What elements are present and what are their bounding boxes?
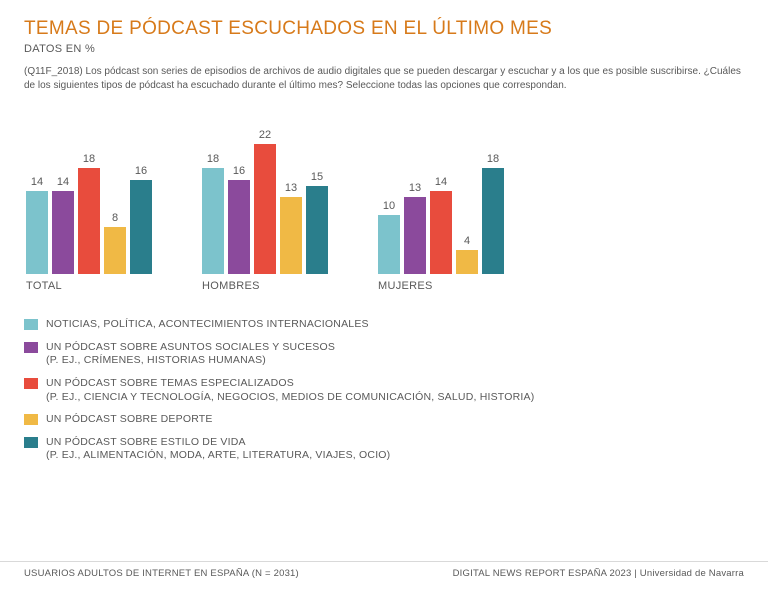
group-label: HOMBRES <box>202 280 328 292</box>
bar-value-label: 22 <box>259 129 271 141</box>
bar-wrap: 22 <box>254 114 276 274</box>
bar-wrap: 13 <box>404 114 426 274</box>
bar <box>52 191 74 274</box>
bar-value-label: 14 <box>57 176 69 188</box>
legend-swatch <box>24 378 38 389</box>
bar <box>456 250 478 274</box>
legend-label: UN PÓDCAST SOBRE DEPORTE <box>46 413 213 427</box>
bar-wrap: 14 <box>52 114 74 274</box>
bar <box>130 180 152 274</box>
group-label: MUJERES <box>378 280 504 292</box>
footer: USUARIOS ADULTOS DE INTERNET EN ESPAÑA (… <box>0 561 768 579</box>
legend-label: UN PÓDCAST SOBRE ESTILO DE VIDA (P. EJ.,… <box>46 436 390 463</box>
bar-value-label: 18 <box>83 153 95 165</box>
legend-item: UN PÓDCAST SOBRE TEMAS ESPECIALIZADOS (P… <box>24 377 744 404</box>
bar-wrap: 15 <box>306 114 328 274</box>
footer-left: USUARIOS ADULTOS DE INTERNET EN ESPAÑA (… <box>24 568 299 579</box>
bar-value-label: 16 <box>135 165 147 177</box>
bar-wrap: 18 <box>482 114 504 274</box>
bar-wrap: 18 <box>202 114 224 274</box>
bar-value-label: 4 <box>464 235 470 247</box>
bar-wrap: 16 <box>130 114 152 274</box>
bar-wrap: 10 <box>378 114 400 274</box>
legend-label: UN PÓDCAST SOBRE TEMAS ESPECIALIZADOS (P… <box>46 377 534 404</box>
bar <box>78 168 100 274</box>
legend-label: NOTICIAS, POLÍTICA, ACONTECIMIENTOS INTE… <box>46 318 369 332</box>
bar <box>378 215 400 274</box>
legend-swatch <box>24 319 38 330</box>
bar-wrap: 14 <box>26 114 48 274</box>
bar <box>26 191 48 274</box>
bar-wrap: 16 <box>228 114 250 274</box>
bar-value-label: 14 <box>31 176 43 188</box>
bar <box>202 168 224 274</box>
footer-right: DIGITAL NEWS REPORT ESPAÑA 2023 | Univer… <box>453 568 744 579</box>
legend-item: UN PÓDCAST SOBRE ESTILO DE VIDA (P. EJ.,… <box>24 436 744 463</box>
bar-value-label: 15 <box>311 171 323 183</box>
bar-value-label: 18 <box>487 153 499 165</box>
bar-wrap: 4 <box>456 114 478 274</box>
bar-value-label: 18 <box>207 153 219 165</box>
legend-swatch <box>24 342 38 353</box>
bar-wrap: 13 <box>280 114 302 274</box>
legend: NOTICIAS, POLÍTICA, ACONTECIMIENTOS INTE… <box>24 318 744 463</box>
bar-wrap: 18 <box>78 114 100 274</box>
bar-chart: 14 14 18 8 16 18 16 22 13 15 10 13 14 4 18 <box>24 114 744 274</box>
group-label: TOTAL <box>26 280 152 292</box>
legend-swatch <box>24 414 38 425</box>
legend-item: UN PÓDCAST SOBRE DEPORTE <box>24 413 744 427</box>
bar <box>430 191 452 274</box>
bar <box>228 180 250 274</box>
bar <box>254 144 276 274</box>
bar <box>404 197 426 274</box>
bar-wrap: 14 <box>430 114 452 274</box>
legend-item: UN PÓDCAST SOBRE ASUNTOS SOCIALES Y SUCE… <box>24 341 744 368</box>
legend-label: UN PÓDCAST SOBRE ASUNTOS SOCIALES Y SUCE… <box>46 341 335 368</box>
bar <box>104 227 126 274</box>
bar-group: 18 16 22 13 15 <box>202 114 328 274</box>
group-labels: TOTAL HOMBRES MUJERES <box>24 280 744 292</box>
bar-value-label: 8 <box>112 212 118 224</box>
bar-value-label: 14 <box>435 176 447 188</box>
legend-swatch <box>24 437 38 448</box>
bar-group: 14 14 18 8 16 <box>26 114 152 274</box>
bar-wrap: 8 <box>104 114 126 274</box>
bar <box>280 197 302 274</box>
page-title: TEMAS DE PÓDCAST ESCUCHADOS EN EL ÚLTIMO… <box>24 18 744 40</box>
legend-item: NOTICIAS, POLÍTICA, ACONTECIMIENTOS INTE… <box>24 318 744 332</box>
bar-value-label: 16 <box>233 165 245 177</box>
subtitle: DATOS EN % <box>24 43 744 55</box>
bar-value-label: 13 <box>285 182 297 194</box>
bar-value-label: 13 <box>409 182 421 194</box>
bar <box>306 186 328 275</box>
bar-value-label: 10 <box>383 200 395 212</box>
question-text: (Q11F_2018) Los pódcast son series de ep… <box>24 65 744 92</box>
bar-group: 10 13 14 4 18 <box>378 114 504 274</box>
bar <box>482 168 504 274</box>
